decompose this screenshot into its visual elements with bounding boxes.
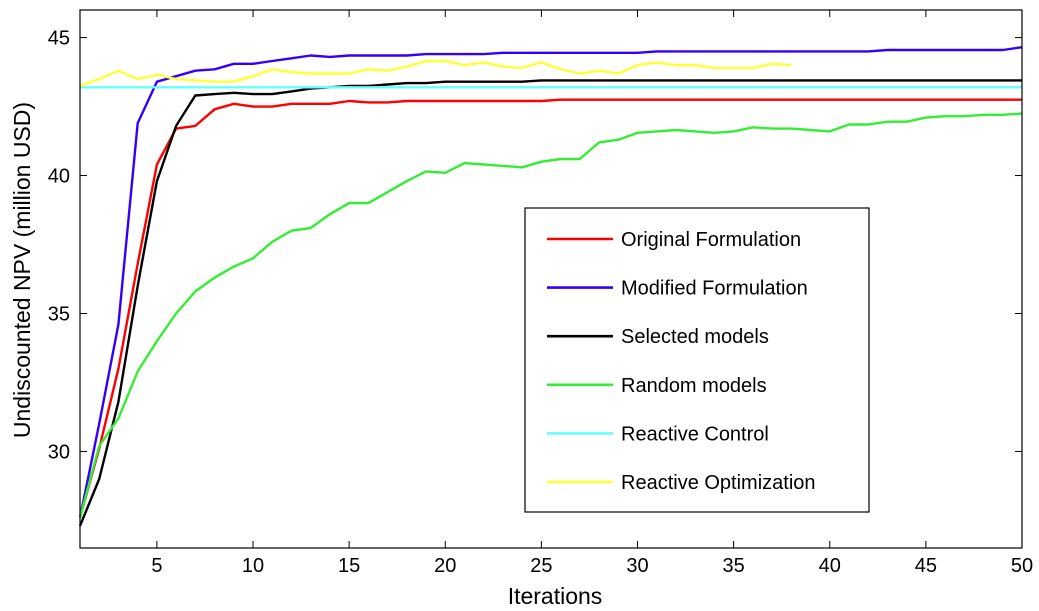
plot-area-border (79, 9, 1023, 549)
y-axis-title: Undiscounted NPV (million USD) (9, 102, 35, 438)
x-tick-label: 30 (626, 555, 648, 577)
x-tick-label: 25 (530, 555, 552, 577)
plot-lines (78, 46, 1023, 527)
legend: Original Formulation Modified Formulation… (524, 207, 870, 513)
y-tick-label: 45 (48, 28, 70, 50)
x-tick-label: 15 (338, 555, 360, 577)
legend-label-modified-formulation: Modified Formulation (621, 278, 808, 300)
y-tick-label: 30 (48, 441, 70, 463)
legend-box (524, 207, 870, 513)
x-tick-label: 5 (151, 555, 162, 577)
x-tick-label: 10 (242, 555, 264, 577)
x-tick-label: 35 (723, 555, 745, 577)
legend-label-random-models: Random models (621, 375, 767, 397)
axes-frame (79, 9, 1023, 549)
x-tick-label: 50 (1011, 555, 1033, 577)
series-line-reactive-optimization (79, 59, 792, 88)
legend-label-reactive-control: Reactive Control (621, 423, 769, 445)
legend-label-original-formulation: Original Formulation (621, 229, 801, 251)
legend-label-reactive-optimization: Reactive Optimization (621, 472, 816, 494)
x-axis-title: Iterations (508, 583, 603, 609)
legend-label-selected-models: Selected models (621, 326, 769, 348)
y-axis-ticks: 30 35 40 45 (48, 28, 1022, 463)
series-line-original-formulation (78, 98, 1022, 519)
x-tick-label: 20 (434, 555, 456, 577)
y-tick-label: 35 (48, 303, 70, 325)
x-axis-ticks: 5 10 15 20 25 30 35 40 45 50 (151, 10, 1033, 577)
series-line-random-models (78, 112, 1023, 519)
series-line-selected-models (78, 79, 1022, 527)
x-tick-label: 40 (819, 555, 841, 577)
series-line-modified-formulation (78, 46, 1023, 518)
y-tick-label: 40 (48, 166, 70, 188)
x-tick-label: 45 (915, 555, 937, 577)
